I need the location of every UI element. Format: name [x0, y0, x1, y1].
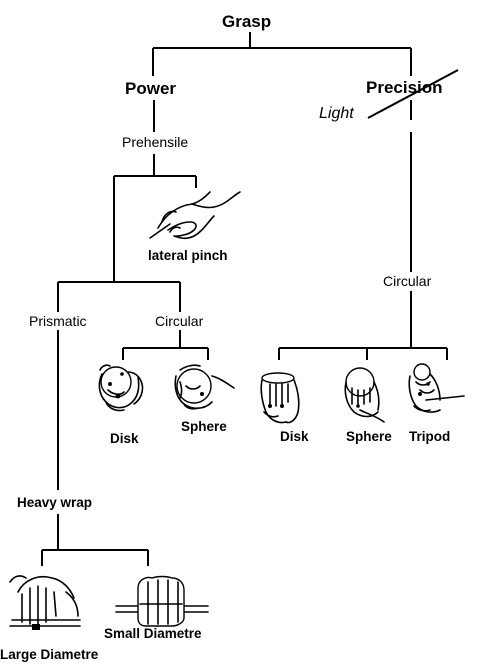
large-diametre-label: Large Diametre: [0, 647, 99, 662]
precision-sphere-label: Sphere: [346, 429, 392, 444]
power-sphere-hand-icon: [174, 364, 235, 410]
power-disk-hand-icon: [98, 364, 144, 412]
precision-tripod-label: Tripod: [409, 429, 451, 444]
prismatic-label: Prismatic: [28, 313, 88, 329]
precision-tripod-hand-icon: [408, 363, 465, 413]
power-disk-label: Disk: [110, 431, 139, 446]
precision-circular-label: Circular: [382, 273, 433, 289]
power-circular-label: Circular: [154, 313, 205, 329]
power-sphere-label: Sphere: [181, 419, 227, 434]
precision-sphere-hand-icon: [344, 367, 385, 423]
heavy-wrap-label: Heavy wrap: [17, 495, 93, 510]
power-label: Power: [125, 79, 177, 98]
small-diametre-hand-icon: [115, 575, 209, 627]
large-diametre-hand-icon: [9, 575, 81, 630]
precision-label: Precision: [366, 78, 443, 97]
prehensile-label: Prehensile: [121, 134, 190, 150]
root-label: Grasp: [222, 12, 272, 31]
light-annotation: Light: [319, 105, 354, 122]
precision-disk-hand-icon: [260, 372, 300, 424]
small-diametre-label: Small Diametre: [104, 626, 202, 641]
precision-strikethrough: [367, 69, 459, 119]
lateral-pinch-hand-icon: [149, 191, 241, 240]
precision-disk-label: Disk: [280, 429, 309, 444]
lateral-pinch-label: lateral pinch: [148, 248, 228, 263]
